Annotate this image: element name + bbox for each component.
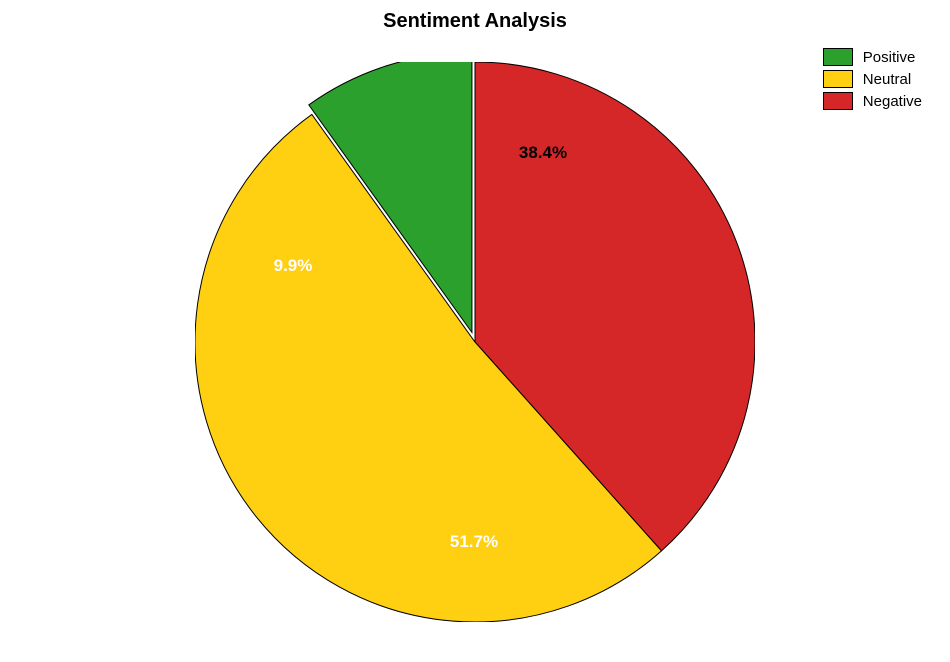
legend-label-negative: Negative	[863, 93, 922, 110]
pie-chart: 38.4% 51.7% 9.9%	[195, 62, 755, 622]
legend-swatch-negative	[823, 92, 853, 110]
slice-label-neutral: 51.7%	[450, 532, 498, 552]
legend: Positive Neutral Negative	[823, 48, 922, 114]
slice-label-positive: 9.9%	[274, 256, 313, 276]
chart-title: Sentiment Analysis	[0, 10, 950, 33]
legend-label-positive: Positive	[863, 49, 916, 66]
slice-label-negative: 38.4%	[519, 143, 567, 163]
legend-label-neutral: Neutral	[863, 71, 911, 88]
legend-swatch-neutral	[823, 70, 853, 88]
legend-item-neutral: Neutral	[823, 70, 922, 88]
legend-item-negative: Negative	[823, 92, 922, 110]
legend-item-positive: Positive	[823, 48, 922, 66]
legend-swatch-positive	[823, 48, 853, 66]
